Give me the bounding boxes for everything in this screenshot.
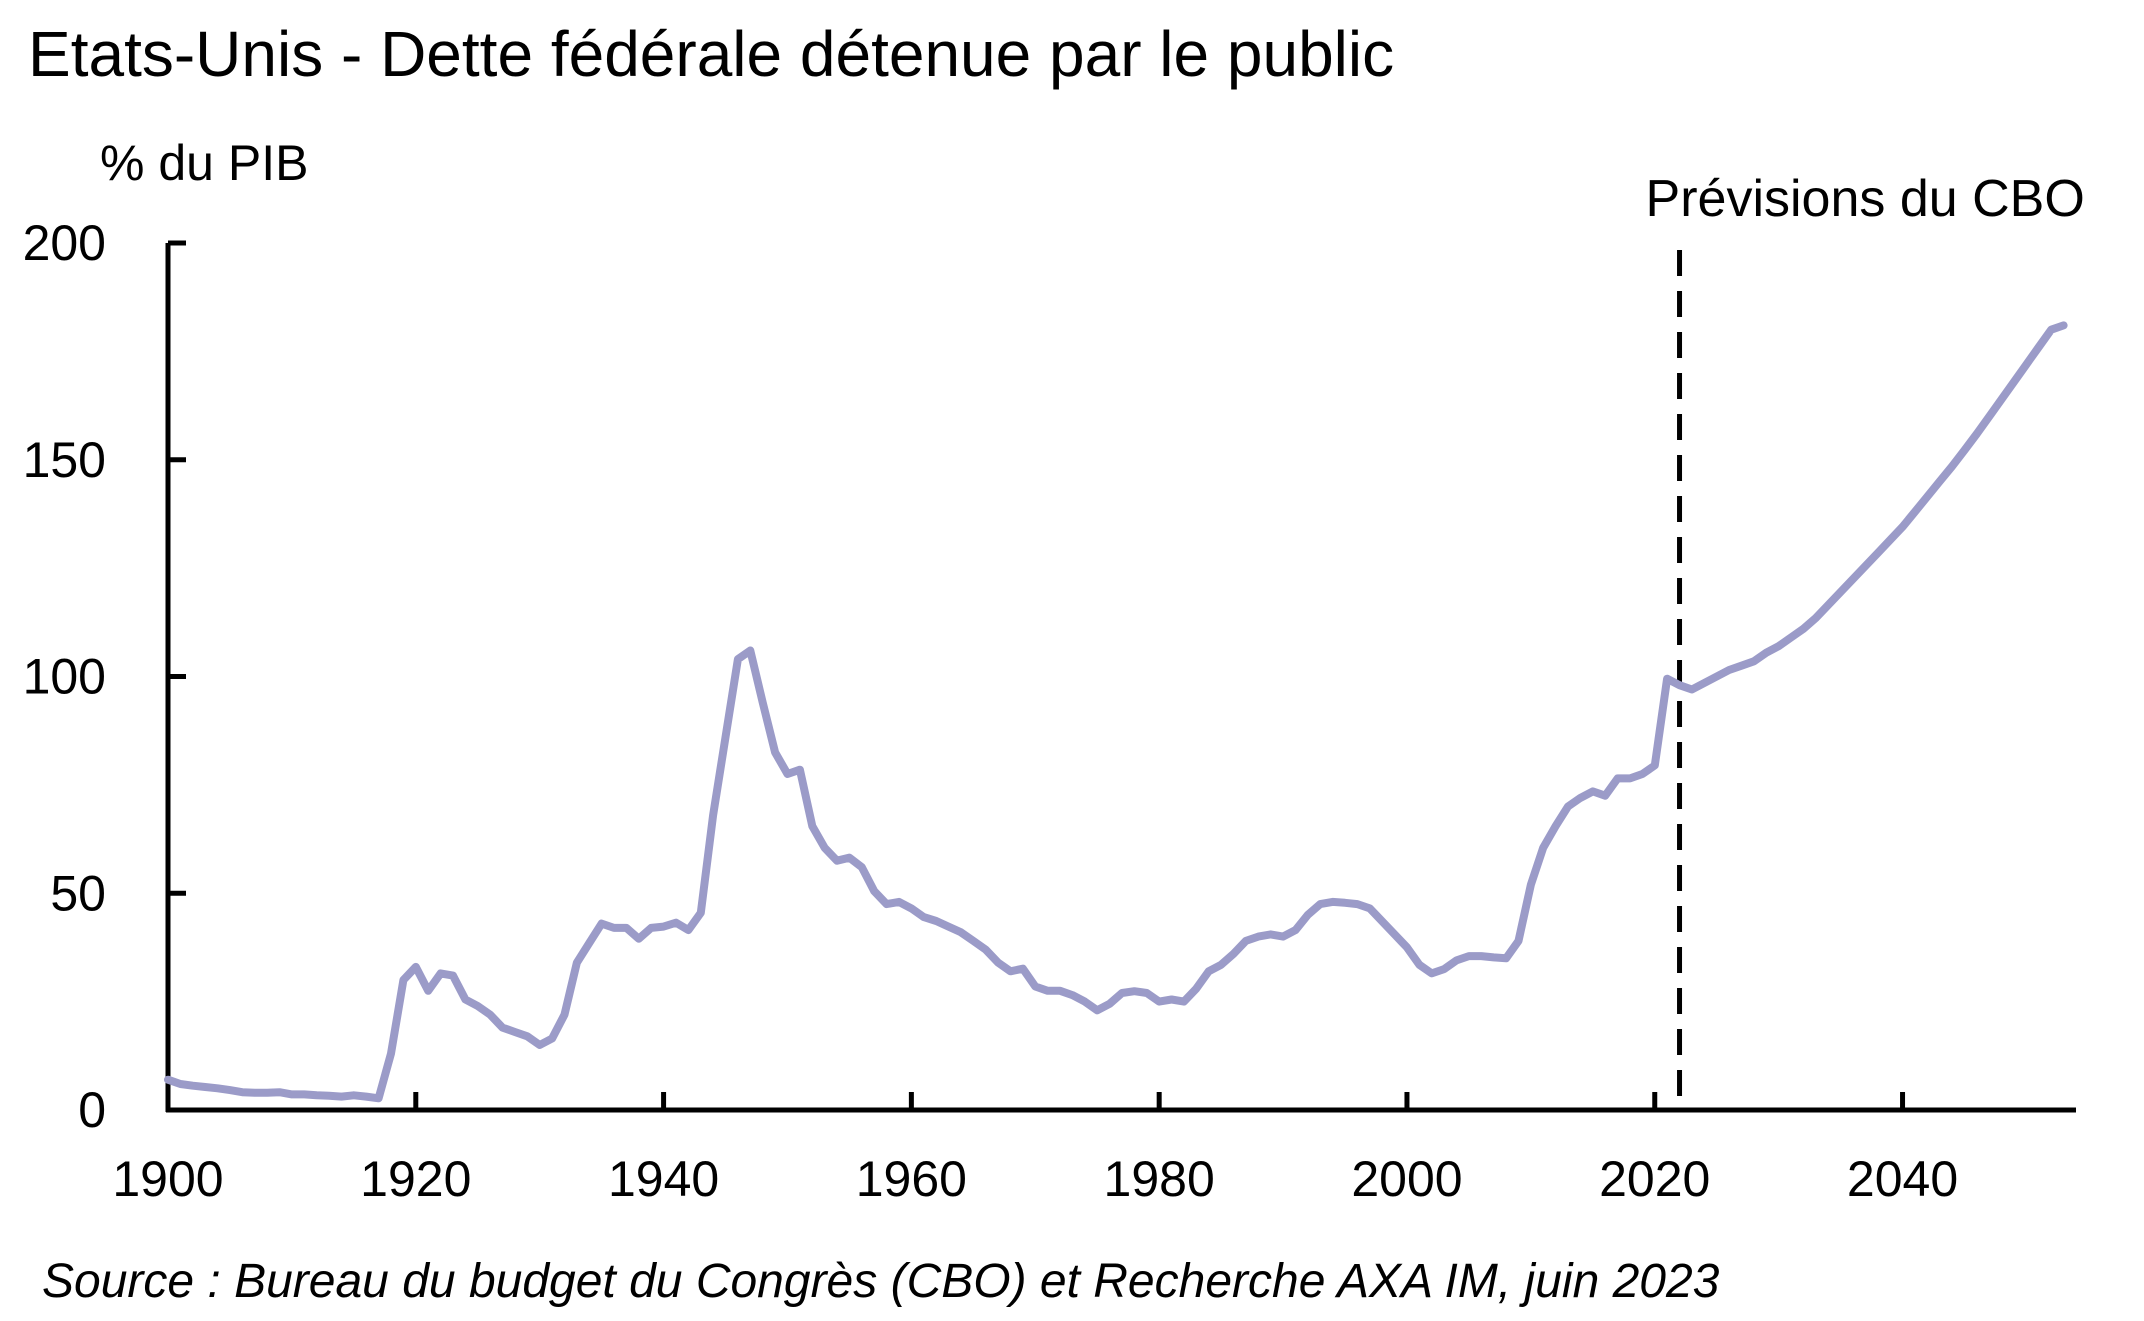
source-note: Source : Bureau du budget du Congrès (CB… (42, 1255, 1720, 1308)
y-tick-label: 150 (23, 432, 106, 488)
chart-title: Etats-Unis - Dette fédérale détenue par … (28, 18, 1395, 90)
x-tick-label: 2000 (1351, 1151, 1462, 1207)
y-axis-unit-label: % du PIB (100, 135, 309, 191)
y-tick-label: 100 (23, 649, 106, 705)
x-axis-ticks: 1900 1920 1940 1960 1980 2000 2020 2040 (112, 1092, 1958, 1207)
forecast-annotation: Prévisions du CBO (1646, 170, 2085, 228)
y-tick-label: 50 (50, 865, 106, 921)
x-tick-label: 1900 (112, 1151, 223, 1207)
x-tick-label: 2040 (1847, 1151, 1958, 1207)
y-tick-label: 200 (23, 215, 106, 271)
x-tick-label: 1920 (360, 1151, 471, 1207)
x-tick-label: 1940 (608, 1151, 719, 1207)
x-tick-label: 2020 (1599, 1151, 1710, 1207)
x-tick-label: 1960 (856, 1151, 967, 1207)
y-axis-ticks: 0 50 100 150 200 (23, 215, 186, 1138)
y-tick-label: 0 (78, 1082, 106, 1138)
debt-series-line (164, 321, 2068, 1103)
x-tick-label: 1980 (1104, 1151, 1215, 1207)
